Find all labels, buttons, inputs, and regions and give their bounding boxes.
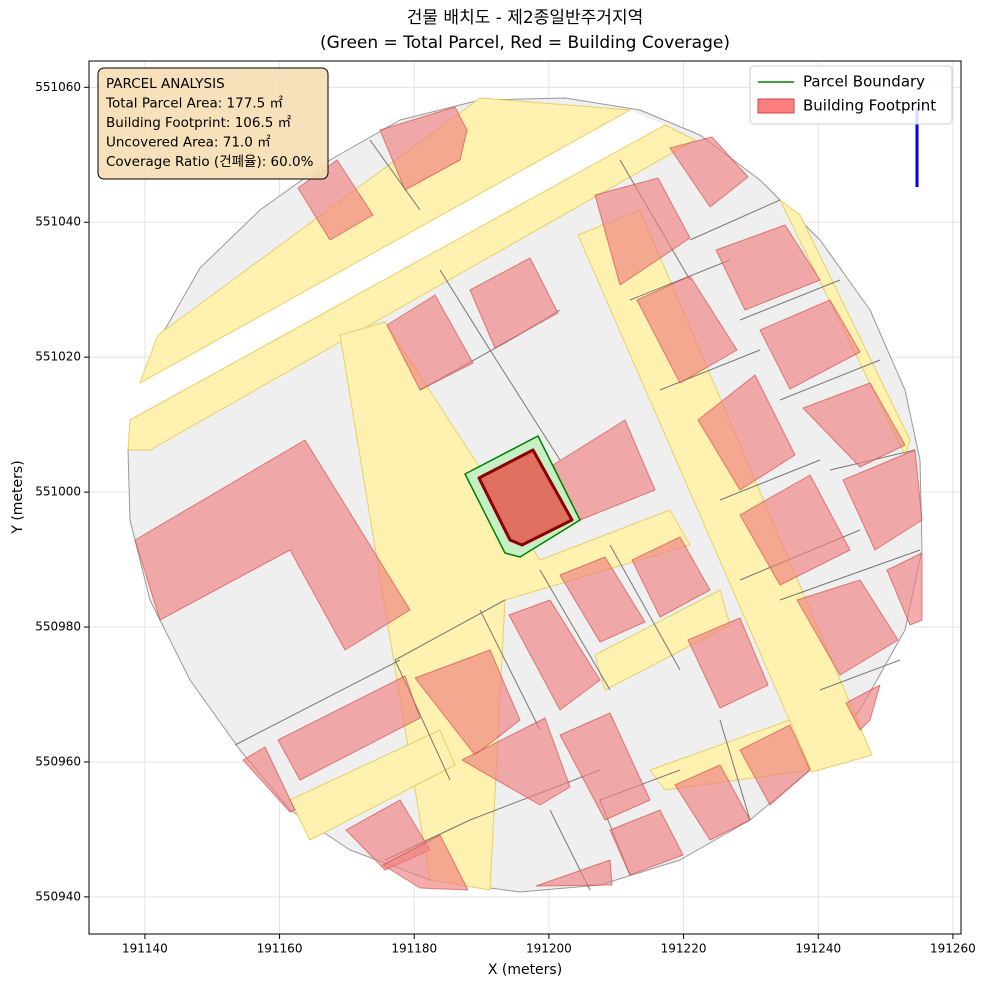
x-tick-label: 191240: [795, 942, 841, 956]
site-shape: [739, 474, 851, 586]
site-line: [819, 659, 901, 691]
annotation-line: Building Footprint: 106.5 ㎡: [106, 115, 292, 131]
x-tick-label: 191260: [930, 942, 976, 956]
site-line: [739, 279, 841, 321]
site-shape: [414, 649, 521, 756]
site-shape: [535, 859, 613, 887]
site-shape: [134, 106, 923, 891]
site-plan: [127, 97, 923, 893]
site-shape: [802, 382, 906, 468]
site-shape: [594, 177, 691, 286]
site-line: [369, 139, 421, 211]
site-line: [439, 269, 491, 351]
site-shape: [127, 124, 696, 451]
x-tick-label: 191200: [526, 942, 572, 956]
y-tick-label: 550980: [35, 620, 81, 634]
site-shape: [886, 552, 923, 626]
site-shape: [508, 599, 601, 711]
site-line: [779, 359, 881, 401]
site-shape: [134, 439, 411, 651]
site-line: [689, 199, 781, 241]
site-line: [394, 599, 506, 661]
x-axis-label: X (meters): [488, 962, 562, 978]
site-line: [489, 349, 561, 461]
site-shape: [636, 275, 738, 384]
site-line: [719, 459, 821, 501]
y-tick-label: 551000: [35, 485, 81, 499]
y-tick-label: 550960: [35, 754, 81, 768]
site-shape: [386, 294, 474, 391]
site-shape: [477, 448, 574, 547]
legend: Parcel Boundary Building Footprint: [749, 65, 953, 125]
y-tick-label: 551060: [35, 80, 81, 94]
site-line: [779, 549, 921, 601]
site-shape: [242, 746, 296, 813]
annotation-line: PARCEL ANALYSIS: [106, 76, 225, 92]
site-shape: [469, 257, 559, 349]
site-shape: [130, 110, 665, 420]
annotation-line: Total Parcel Area: 177.5 ㎡: [105, 96, 283, 112]
site-line: [719, 719, 751, 821]
annotation-line: Coverage Ratio (건폐율): 60.0%: [106, 154, 314, 170]
y-axis-label: Y (meters): [10, 460, 26, 534]
site-line: [659, 349, 761, 391]
annotation: PARCEL ANALYSIS Total Parcel Area: 177.5 …: [105, 76, 314, 170]
site-shape: [739, 724, 811, 806]
legend-swatch: [757, 98, 795, 114]
legend-box: [749, 65, 953, 125]
x-tick-label: 191180: [391, 942, 437, 956]
site-shape: [697, 374, 796, 491]
site-line: [479, 609, 541, 731]
site-shape: [382, 834, 469, 891]
site-shape: [674, 764, 751, 841]
legend-label: Parcel Boundary: [803, 73, 925, 91]
site-shape: [289, 729, 456, 841]
y-tick-label: 551040: [35, 215, 81, 229]
site-shape: [687, 617, 769, 709]
site-shape: [845, 684, 881, 731]
site-shape: [842, 449, 923, 551]
site-line: [539, 569, 611, 691]
site-shape: [669, 136, 749, 208]
site-shape: [796, 579, 899, 676]
site-shape: [631, 536, 711, 618]
site-shape: [609, 809, 684, 876]
x-tick-label: 191140: [122, 942, 168, 956]
site-shape: [559, 556, 646, 643]
x-tick-label: 191220: [661, 942, 707, 956]
annotation-line: Uncovered Area: 71.0 ㎡: [106, 135, 271, 151]
x-tick-label: 191160: [257, 942, 303, 956]
site-line: [234, 659, 401, 746]
site-shape: [277, 675, 421, 781]
y-tick-label: 550940: [35, 889, 81, 903]
chart-subtitle: (Green = Total Parcel, Red = Building Co…: [320, 33, 730, 53]
site-shape: [559, 712, 651, 821]
site-shape: [379, 106, 468, 191]
annotation-box: [97, 67, 329, 180]
site-shape: [759, 299, 861, 390]
site-shape: [139, 97, 631, 384]
site-shape: [715, 224, 821, 311]
site-line: [609, 544, 681, 671]
chart-title: 건물 배치도 - 제2종일반주거지역: [407, 8, 643, 28]
legend-label: Building Footprint: [803, 97, 936, 115]
plot-frame: [88, 60, 962, 935]
y-tick-label: 551020: [35, 350, 81, 364]
site-shape: [461, 717, 571, 806]
